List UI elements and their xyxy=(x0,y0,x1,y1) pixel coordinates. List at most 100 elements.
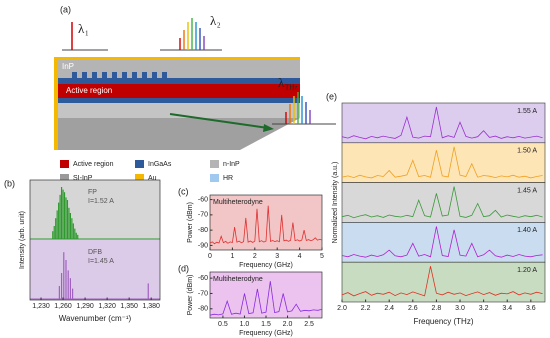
wavelength-subscript: 1 xyxy=(85,30,89,38)
x-axis-label: Wavenumber (cm⁻¹) xyxy=(59,314,132,323)
wavelength-subscript: THz xyxy=(285,84,297,92)
y-tick-label: -60 xyxy=(198,275,208,282)
series-label: 1.55 A xyxy=(517,108,537,115)
x-tick-label: 1,320 xyxy=(98,303,116,310)
x-tick-label: 3.2 xyxy=(479,305,489,312)
current-label: I=1.45 A xyxy=(88,258,114,265)
y-tick-label: -70 xyxy=(198,212,208,219)
x-axis-label: Frequency (THz) xyxy=(413,317,473,326)
x-tick-label: 1,230 xyxy=(32,303,50,310)
x-tick-label: 1,260 xyxy=(54,303,72,310)
layer-label: Active region xyxy=(66,86,112,95)
arrow-head xyxy=(263,124,274,132)
x-tick-label: 2.4 xyxy=(384,305,394,312)
x-tick-label: 1,290 xyxy=(76,303,94,310)
legend-label: InGaAs xyxy=(148,161,172,168)
layer-label: InP xyxy=(62,62,74,71)
x-tick-label: 2.8 xyxy=(432,305,442,312)
x-tick-label: 4 xyxy=(298,253,302,260)
plot-background xyxy=(30,240,160,300)
si-inp-substrate xyxy=(58,118,300,150)
y-tick-label: -90 xyxy=(198,242,208,249)
panel-label: (d) xyxy=(178,263,189,273)
x-axis-label: Frequency (GHz) xyxy=(239,330,293,337)
x-tick-label: 1.5 xyxy=(261,321,271,328)
spectrum-line xyxy=(341,266,543,297)
series-label: 1.45 A xyxy=(517,187,537,194)
panel-label: (e) xyxy=(326,91,337,101)
legend-label: Au xyxy=(148,175,157,182)
plot-background xyxy=(30,180,160,240)
legend-label: Active region xyxy=(73,161,114,168)
x-tick-label: 2 xyxy=(253,253,257,260)
n-inp-layer xyxy=(58,103,300,118)
panel-label: (a) xyxy=(60,4,71,14)
legend-swatch xyxy=(210,174,219,182)
series-label: FP xyxy=(88,189,97,196)
x-tick-label: 3.4 xyxy=(502,305,512,312)
plot-background xyxy=(341,261,546,303)
legend-label: n-InP xyxy=(223,161,240,168)
legend-swatch xyxy=(60,160,69,168)
series-label: 1.40 A xyxy=(517,227,537,234)
y-tick-label: -80 xyxy=(198,306,208,313)
x-tick-label: 0 xyxy=(208,253,212,260)
plot-frame xyxy=(29,179,161,301)
y-tick-label: -80 xyxy=(198,227,208,234)
plot-background xyxy=(341,142,546,183)
spectrum-line xyxy=(209,281,323,316)
y-tick-label: -60 xyxy=(198,196,208,203)
wavelength-symbol: λ xyxy=(210,13,217,28)
wavelength-symbol: λ xyxy=(78,21,85,36)
series-label: 1.20 A xyxy=(517,267,537,274)
grating xyxy=(72,72,167,78)
x-tick-label: 2.0 xyxy=(283,321,293,328)
legend-label: SI-InP xyxy=(73,175,93,182)
x-tick-label: 1.0 xyxy=(240,321,250,328)
y-axis-label: Power (dBm) xyxy=(187,202,194,243)
spectrum-line xyxy=(209,205,323,245)
hr-coating xyxy=(54,57,58,150)
spectrum-line xyxy=(341,226,543,258)
x-tick-label: 2.0 xyxy=(337,305,347,312)
y-axis-label: Normalized Intensity (a.u.) xyxy=(332,162,339,244)
chart-title: Multiheterodyne xyxy=(213,199,263,206)
legend-swatch xyxy=(135,174,144,182)
thz-comb xyxy=(285,92,311,124)
x-tick-label: 5 xyxy=(320,253,324,260)
plot-background xyxy=(341,102,546,144)
x-tick-label: 2.6 xyxy=(408,305,418,312)
x-tick-label: 1 xyxy=(230,253,234,260)
x-axis-label: Frequency (GHz) xyxy=(239,262,293,269)
x-tick-label: 3.0 xyxy=(455,305,465,312)
x-tick-label: 3 xyxy=(275,253,279,260)
x-tick-label: 3.6 xyxy=(526,305,536,312)
x-tick-label: 2.2 xyxy=(361,305,371,312)
x-tick-label: 1,380 xyxy=(142,303,160,310)
device xyxy=(54,18,336,150)
thz-arrow xyxy=(169,113,269,129)
legend-swatch xyxy=(135,160,144,168)
chart-title: Multiheterodyne xyxy=(213,276,263,283)
spectrum-line xyxy=(341,146,543,179)
series-label: 1.50 A xyxy=(517,148,537,155)
ingaas-layer xyxy=(58,98,300,103)
panel-label: (c) xyxy=(178,186,189,196)
y-axis-label: Intensity (arb. unit) xyxy=(19,211,26,269)
x-tick-label: 1,350 xyxy=(120,303,138,310)
wavelength-subscript: 2 xyxy=(217,22,221,30)
y-axis-label: Power (dBm) xyxy=(187,275,194,316)
legend-swatch xyxy=(210,160,219,168)
series-label: DFB xyxy=(88,249,102,256)
x-tick-label: 2.5 xyxy=(304,321,314,328)
comb xyxy=(179,18,205,50)
current-label: I=1.52 A xyxy=(88,198,114,205)
au-layer xyxy=(58,57,300,60)
spectrum-line xyxy=(341,186,543,219)
active-layer xyxy=(58,84,300,98)
panel-label: (b) xyxy=(4,178,15,188)
legend-label: HR xyxy=(223,175,233,182)
ingaas-layer xyxy=(58,78,300,84)
wavelength-symbol: λ xyxy=(278,75,285,90)
